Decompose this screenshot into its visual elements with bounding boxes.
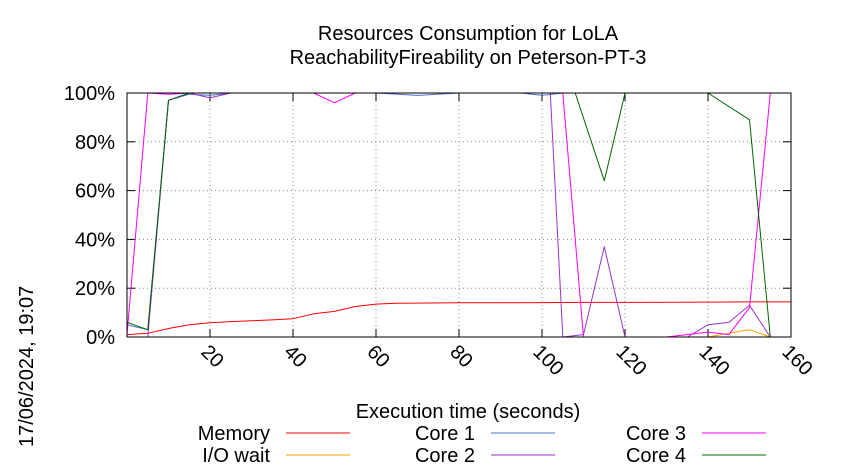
y-tick-label: 20% xyxy=(75,278,115,300)
series-line-core-4 xyxy=(126,92,771,338)
timestamp-label: 17/06/2024, 19:07 xyxy=(16,286,38,447)
series-line-core-1 xyxy=(126,92,791,331)
legend-label-core-3: Core 3 xyxy=(626,423,686,445)
legend-label-i-o-wait: I/O wait xyxy=(202,445,270,467)
x-tick-label: 60 xyxy=(362,341,393,372)
y-tick-label: 0% xyxy=(86,327,115,349)
gridlines xyxy=(127,93,791,337)
x-tick-label: 120 xyxy=(611,341,650,380)
y-tick-labels: 0% 20% 40% 60% 80% 100% xyxy=(64,83,115,349)
y-tick-label: 60% xyxy=(75,181,115,203)
legend-label-core-1: Core 1 xyxy=(415,423,475,445)
x-tick-label: 40 xyxy=(279,341,310,372)
chart-title: Resources Consumption for LoLA xyxy=(318,23,619,45)
legend-label-memory: Memory xyxy=(198,423,270,445)
y-tick-label: 80% xyxy=(75,132,115,154)
x-tick-label: 140 xyxy=(694,341,733,380)
series-line-core-2 xyxy=(127,92,783,338)
y-tick-label: 100% xyxy=(64,83,115,105)
x-tick-label: 100 xyxy=(528,341,567,380)
legend-label-core-4: Core 4 xyxy=(626,445,686,467)
x-axis-label: Execution time (seconds) xyxy=(356,401,581,423)
y-tick-label: 40% xyxy=(75,229,115,251)
series-line-memory xyxy=(126,301,791,336)
x-tick-label: 20 xyxy=(196,341,227,372)
x-tick-labels: 20 40 60 80 100 120 140 160 xyxy=(196,341,816,380)
legend-label-core-2: Core 2 xyxy=(415,445,475,467)
plot-frame xyxy=(126,92,792,338)
x-tick-label: 160 xyxy=(777,341,816,380)
x-tick-label: 80 xyxy=(445,341,476,372)
chart-subtitle: ReachabilityFireability on Peterson-PT-3 xyxy=(290,47,647,69)
